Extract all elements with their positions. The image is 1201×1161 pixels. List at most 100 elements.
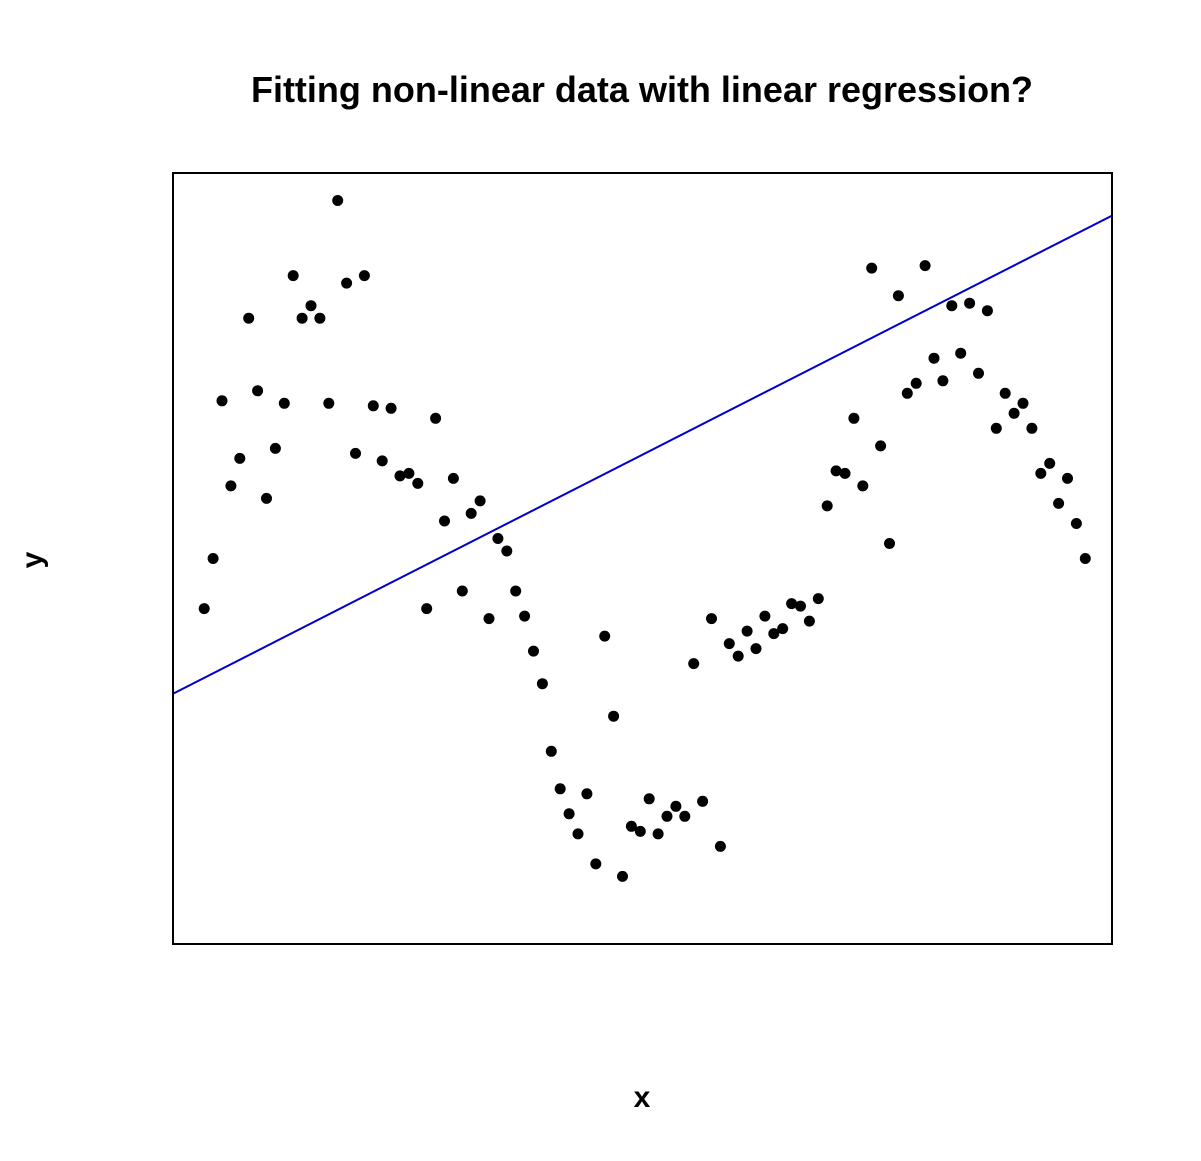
data-point: [1062, 472, 1073, 484]
data-point: [848, 412, 860, 424]
data-point: [981, 305, 993, 317]
data-point: [857, 480, 869, 492]
data-point: [1017, 397, 1029, 409]
data-point: [723, 638, 735, 650]
regression-line: [173, 214, 1112, 695]
data-point: [358, 270, 370, 282]
data-point: [786, 598, 798, 610]
data-point: [599, 630, 611, 642]
data-point: [741, 625, 753, 637]
data-point: [492, 533, 504, 544]
data-point: [661, 810, 673, 822]
data-point: [839, 467, 851, 479]
data-point: [207, 553, 219, 564]
data-point: [412, 477, 424, 489]
data-point: [866, 262, 878, 274]
data-point: [198, 603, 210, 615]
data-point: [1070, 518, 1082, 529]
data-point: [385, 402, 397, 414]
data-point: [243, 312, 255, 324]
data-point: [777, 623, 789, 635]
data-point: [323, 397, 335, 409]
data-point: [554, 783, 566, 795]
data-point: [590, 858, 602, 870]
data-point: [955, 347, 967, 359]
data-point: [581, 788, 593, 800]
x-axis-label: x: [634, 1081, 651, 1114]
data-point: [750, 643, 762, 655]
data-point: [803, 615, 815, 627]
data-point: [768, 628, 780, 640]
plot-frame: [172, 172, 1113, 945]
data-point: [483, 613, 495, 625]
data-point: [999, 387, 1011, 399]
data-point: [536, 678, 548, 690]
data-point: [421, 603, 433, 615]
data-point: [643, 793, 655, 805]
data-point: [892, 290, 904, 302]
data-point: [688, 658, 700, 670]
data-point: [759, 610, 771, 622]
data-point: [314, 312, 326, 324]
data-point: [884, 538, 895, 549]
data-point: [341, 277, 353, 289]
data-point: [928, 352, 940, 364]
plot-area: [173, 195, 1112, 882]
data-point: [706, 613, 717, 625]
data-point: [519, 610, 531, 622]
data-point: [670, 800, 682, 812]
data-point: [714, 840, 726, 852]
data-point: [261, 492, 272, 504]
data-point: [430, 412, 442, 424]
data-point: [973, 367, 984, 379]
data-point: [216, 395, 228, 407]
data-point: [875, 440, 887, 452]
data-point: [1026, 422, 1038, 434]
data-point: [795, 600, 806, 612]
data-point: [608, 710, 620, 722]
data-point: [456, 585, 468, 597]
data-point: [563, 808, 575, 820]
data-point: [652, 828, 664, 840]
data-point: [394, 470, 406, 482]
data-point: [625, 820, 637, 832]
data-point: [376, 455, 388, 467]
data-point: [919, 260, 931, 272]
data-point: [990, 422, 1002, 434]
data-point: [1008, 407, 1020, 419]
data-point: [679, 810, 691, 822]
y-axis-label: y: [16, 551, 49, 568]
data-point: [617, 870, 628, 882]
data-point: [572, 828, 584, 840]
data-point: [474, 495, 486, 507]
data-point: [964, 297, 976, 309]
data-point: [634, 825, 646, 837]
data-point: [545, 745, 557, 757]
data-point: [350, 447, 361, 459]
data-point: [296, 312, 308, 324]
data-point: [501, 545, 513, 557]
data-point: [225, 480, 237, 492]
chart-title: Fitting non-linear data with linear regr…: [251, 69, 1033, 110]
data-point: [278, 397, 290, 409]
data-point: [447, 472, 459, 484]
data-point: [287, 270, 299, 282]
data-point: [510, 585, 522, 597]
data-point: [901, 387, 913, 399]
data-point: [1079, 553, 1091, 564]
data-point: [937, 375, 949, 387]
data-point: [439, 515, 450, 527]
data-point: [332, 195, 344, 206]
data-point: [821, 500, 833, 512]
data-point: [732, 650, 744, 662]
data-point: [946, 300, 958, 312]
data-point: [252, 385, 264, 397]
data-point: [910, 377, 922, 389]
data-point: [269, 442, 281, 454]
data-point: [830, 465, 842, 477]
data-point: [697, 795, 709, 807]
data-point: [1053, 497, 1065, 509]
data-point: [528, 645, 539, 657]
